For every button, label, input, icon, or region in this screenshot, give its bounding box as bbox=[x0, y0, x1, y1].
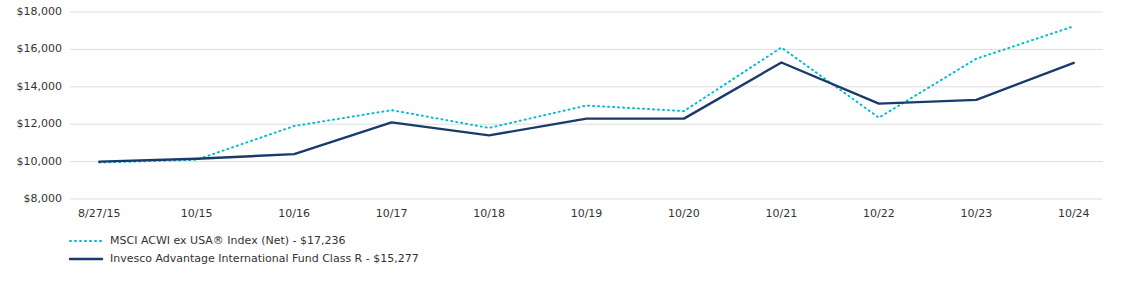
chart: $8,000 $10,000 $12,000 $14,000 $16,000 $18,00… bbox=[0, 0, 1123, 281]
y-axis: $8,000 $10,000 $12,000 $14,000 $16,000 $18,00… bbox=[17, 5, 63, 205]
grid-line bbox=[70, 161, 1103, 162]
legend-label: Invesco Advantage International Fund Cla… bbox=[110, 252, 419, 265]
x-tick-label: 10/19 bbox=[571, 207, 603, 220]
x-tick-label: 10/16 bbox=[278, 207, 310, 220]
y-tick-label: $18,000 bbox=[17, 5, 63, 18]
y-tick-label: $16,000 bbox=[17, 42, 63, 55]
x-tick-label: 10/23 bbox=[960, 207, 992, 220]
x-tick-label: 10/22 bbox=[863, 207, 895, 220]
series-line bbox=[99, 26, 1074, 162]
x-tick-label: 10/24 bbox=[1058, 207, 1090, 220]
grid-line bbox=[70, 12, 1103, 13]
legend: MSCI ACWI ex USA® Index (Net) - $17,236 I… bbox=[70, 234, 419, 265]
grid bbox=[70, 12, 1103, 199]
grid-line bbox=[70, 124, 1103, 125]
grid-line bbox=[70, 199, 1103, 200]
lines bbox=[99, 26, 1074, 162]
x-tick-label: 10/18 bbox=[473, 207, 505, 220]
series-line bbox=[99, 62, 1074, 161]
x-tick-label: 10/20 bbox=[668, 207, 700, 220]
x-tick-label: 10/15 bbox=[181, 207, 213, 220]
y-tick-label: $14,000 bbox=[17, 80, 63, 93]
x-tick-label: 10/21 bbox=[766, 207, 798, 220]
x-axis: 8/27/15 10/15 10/16 10/17 10/18 10/19 10/20 10/… bbox=[78, 207, 1090, 220]
legend-swatch bbox=[70, 240, 102, 242]
y-tick-label: $12,000 bbox=[17, 117, 63, 130]
grid-line bbox=[70, 49, 1103, 50]
y-tick-label: $8,000 bbox=[24, 192, 63, 205]
grid-line bbox=[70, 86, 1103, 87]
y-tick-label: $10,000 bbox=[17, 155, 63, 168]
x-tick-label: 10/17 bbox=[376, 207, 408, 220]
legend-swatch bbox=[70, 258, 102, 260]
x-tick-label: 8/27/15 bbox=[78, 207, 120, 220]
legend-label: MSCI ACWI ex USA® Index (Net) - $17,236 bbox=[110, 234, 346, 247]
